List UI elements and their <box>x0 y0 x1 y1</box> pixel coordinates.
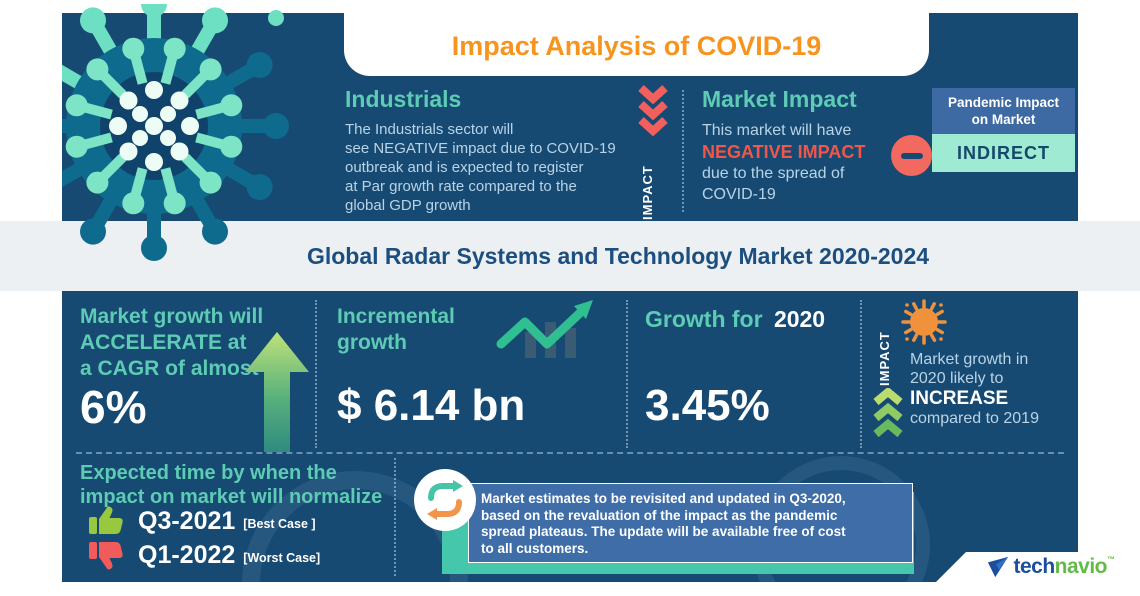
market-title-band <box>0 221 1140 291</box>
note-line: based on the revaluation of the impact a… <box>481 507 838 523</box>
impact-2020-line: 2020 likely to <box>910 370 1004 387</box>
cagr-heading-line: ACCELERATE at <box>80 331 247 354</box>
industrials-line: see NEGATIVE impact due to COVID-19 <box>345 140 616 157</box>
header-banner: Impact Analysis of COVID-19 <box>344 0 929 76</box>
stats-divider <box>626 300 628 448</box>
incremental-value: $ 6.14 bn <box>337 381 526 430</box>
industrials-line: at Par growth rate compared to the <box>345 178 577 195</box>
logo-part2: navio <box>1054 555 1108 578</box>
cagr-value: 6% <box>80 381 147 433</box>
impact-down-chevrons-icon <box>638 85 668 137</box>
negative-impact-text: NEGATIVE IMPACT <box>702 142 866 162</box>
impact-vertical-label: IMPACT <box>877 331 892 386</box>
market-impact-heading: Market Impact <box>702 86 857 112</box>
refresh-icon <box>414 469 476 531</box>
logo-part1: tech <box>1013 555 1055 578</box>
up-chevrons-icon <box>873 388 903 438</box>
growth-2020-value: 3.45% <box>645 381 770 430</box>
normalize-heading-line2: impact on market will normalize <box>80 486 383 508</box>
impact-vertical-label: IMPACT <box>640 165 655 220</box>
best-case-label: [Best Case ] <box>243 517 316 531</box>
cagr-heading-line: a CAGR of almost <box>80 357 259 380</box>
incremental-heading-line: Incremental <box>337 305 455 328</box>
growth-2020-label: Growth for <box>645 306 763 332</box>
coronavirus-icon <box>62 4 289 261</box>
worst-case-value: Q1-2022 <box>138 540 236 569</box>
note-line: Market estimates to be revisited and upd… <box>481 491 846 506</box>
incremental-heading-line: growth <box>337 331 407 354</box>
page-title: Impact Analysis of COVID-19 <box>451 31 822 61</box>
minus-circle-icon <box>891 135 932 176</box>
worst-case-label: [Worst Case] <box>243 551 321 565</box>
industrials-heading: Industrials <box>345 86 462 112</box>
note-line: to all customers. <box>481 540 589 556</box>
note-line: spread plateaus. The update will be avai… <box>481 524 846 539</box>
market-impact-line: This market will have <box>702 122 852 139</box>
note-box: Market estimates to be revisited and upd… <box>468 483 913 563</box>
top-column-divider <box>682 90 684 212</box>
growth-2020-year: 2020 <box>773 306 826 332</box>
stats-divider <box>315 300 317 448</box>
horizontal-divider <box>76 452 1064 454</box>
logo-trademark: ™ <box>1107 555 1115 564</box>
up-arrow-icon <box>245 332 309 452</box>
pandemic-impact-box: Pandemic Impact on Market INDIRECT <box>932 88 1075 172</box>
bottom-column-divider <box>394 458 396 576</box>
pandemic-box-label-line2: on Market <box>971 112 1036 127</box>
cagr-heading-line: Market growth will <box>80 305 264 328</box>
growth-chart-icon <box>496 300 593 358</box>
market-impact-line: COVID-19 <box>702 186 776 203</box>
market-title: Global Radar Systems and Technology Mark… <box>306 243 930 269</box>
industrials-line: global GDP growth <box>345 197 471 214</box>
best-case-value: Q3-2021 <box>138 506 236 535</box>
technavio-logo: technavio™ <box>936 552 1140 582</box>
increase-text: INCREASE <box>910 388 1009 409</box>
coronavirus-illustration <box>62 0 362 300</box>
stats-divider <box>860 300 862 448</box>
industrials-line: outbreak and is expected to register <box>345 159 584 176</box>
pandemic-impact-value: INDIRECT <box>932 134 1075 172</box>
normalize-heading-line1: Expected time by when the <box>80 462 337 484</box>
thumbs-down-icon <box>89 542 123 570</box>
impact-2020-line: compared to 2019 <box>910 410 1039 427</box>
impact-2020-line: Market growth in <box>910 351 1029 368</box>
market-impact-line: due to the spread of <box>702 165 845 182</box>
pandemic-box-label-line1: Pandemic Impact <box>947 95 1060 110</box>
industrials-line: The Industrials sector will <box>345 121 514 138</box>
technavio-logo-icon <box>988 556 1009 578</box>
thumbs-up-icon <box>89 506 123 534</box>
virus-icon <box>901 299 947 345</box>
